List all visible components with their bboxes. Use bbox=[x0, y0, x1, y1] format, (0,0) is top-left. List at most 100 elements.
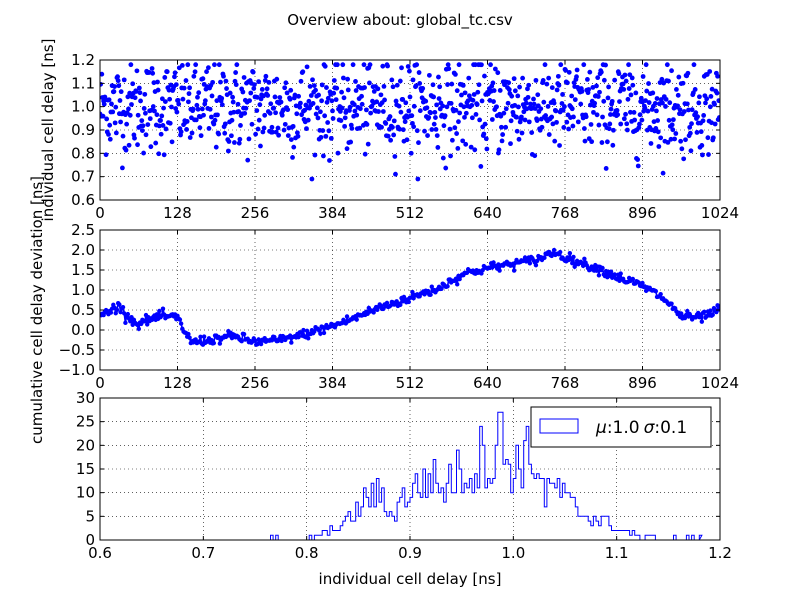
scatter-point bbox=[319, 98, 325, 104]
individual-delay-scatter bbox=[100, 62, 720, 182]
scatter-point bbox=[437, 84, 443, 90]
x-tick-label: 512 bbox=[396, 374, 425, 392]
scatter-point bbox=[282, 85, 288, 91]
scatter-point bbox=[449, 137, 455, 143]
scatter-point bbox=[159, 113, 165, 119]
scatter-point bbox=[655, 129, 661, 135]
scatter-point bbox=[698, 129, 704, 135]
scatter-point bbox=[212, 117, 218, 123]
scatter-point bbox=[390, 84, 396, 90]
scatter-point bbox=[335, 150, 341, 156]
scatter-point bbox=[550, 121, 556, 127]
scatter-point bbox=[256, 117, 262, 123]
cumulative-point bbox=[279, 338, 284, 344]
scatter-point bbox=[614, 108, 620, 113]
scatter-point bbox=[167, 96, 173, 102]
scatter-point bbox=[390, 124, 395, 130]
scatter-point bbox=[155, 87, 161, 93]
scatter-point bbox=[417, 81, 423, 86]
scatter-point bbox=[534, 118, 540, 123]
scatter-point bbox=[709, 120, 714, 126]
legend-swatch bbox=[539, 418, 579, 434]
individual-delay-axes: 0 128 256 384 512 640 768 896 1024 0.6 0.7 0.8 0.9 1.… bbox=[39, 39, 739, 222]
scatter-point bbox=[558, 62, 564, 68]
shared-ylabel: cumulative cell delay deviation [ns] bbox=[28, 176, 46, 444]
y-tick-label: 2.0 bbox=[71, 241, 95, 259]
scatter-point bbox=[326, 128, 332, 134]
scatter-point bbox=[205, 65, 211, 71]
scatter-point bbox=[320, 128, 326, 133]
scatter-point bbox=[554, 119, 559, 125]
scatter-point bbox=[214, 98, 220, 104]
scatter-point bbox=[639, 117, 645, 123]
scatter-point bbox=[680, 80, 686, 86]
cumulative-point bbox=[187, 335, 192, 340]
scatter-point bbox=[700, 118, 706, 124]
x-tick-label: 1.1 bbox=[605, 544, 629, 562]
scatter-point bbox=[693, 110, 699, 116]
scatter-point bbox=[491, 88, 497, 93]
scatter-point bbox=[262, 78, 268, 83]
cumulative-point bbox=[229, 335, 235, 341]
scatter-point bbox=[420, 86, 426, 91]
scatter-point bbox=[380, 109, 386, 114]
scatter-point bbox=[399, 65, 404, 71]
scatter-point bbox=[178, 129, 184, 135]
scatter-point bbox=[288, 137, 294, 142]
scatter-point bbox=[388, 137, 394, 143]
scatter-point bbox=[100, 113, 106, 119]
scatter-point bbox=[673, 131, 679, 136]
scatter-point bbox=[139, 118, 145, 124]
scatter-point bbox=[405, 64, 411, 69]
scatter-point bbox=[110, 109, 116, 115]
scatter-point bbox=[600, 114, 605, 120]
scatter-point bbox=[323, 133, 329, 139]
scatter-point bbox=[689, 107, 695, 113]
scatter-point bbox=[674, 87, 679, 92]
cumulative-point bbox=[177, 317, 183, 322]
x-tick-label: 1.2 bbox=[708, 544, 732, 562]
cumulative-point bbox=[551, 247, 557, 253]
scatter-point bbox=[601, 77, 607, 83]
scatter-point bbox=[113, 130, 119, 136]
scatter-point bbox=[687, 130, 693, 136]
scatter-point bbox=[422, 128, 427, 134]
scatter-point bbox=[685, 70, 691, 76]
scatter-point bbox=[525, 94, 531, 100]
scatter-point bbox=[282, 121, 288, 127]
x-tick-label: 640 bbox=[473, 374, 502, 392]
scatter-point bbox=[397, 78, 403, 84]
scatter-point bbox=[624, 121, 630, 127]
scatter-point bbox=[603, 166, 609, 171]
scatter-point bbox=[315, 115, 321, 121]
scatter-point bbox=[115, 78, 121, 84]
scatter-point bbox=[308, 93, 314, 98]
x-tick-label: 0 bbox=[95, 374, 105, 392]
scatter-point bbox=[525, 86, 530, 92]
x-tick-label: 256 bbox=[241, 204, 270, 222]
scatter-point bbox=[490, 80, 496, 86]
scatter-point bbox=[262, 112, 268, 118]
scatter-point bbox=[408, 150, 414, 156]
scatter-point bbox=[633, 90, 639, 96]
scatter-point bbox=[159, 96, 165, 102]
scatter-point bbox=[340, 62, 346, 68]
scatter-point bbox=[172, 70, 178, 76]
scatter-point bbox=[689, 121, 694, 127]
x-tick-label: 0.7 bbox=[191, 544, 215, 562]
scatter-point bbox=[526, 82, 532, 88]
scatter-point bbox=[100, 71, 105, 77]
cumulative-point bbox=[108, 310, 114, 315]
scatter-point bbox=[683, 137, 688, 143]
scatter-point bbox=[136, 85, 142, 91]
scatter-point bbox=[132, 135, 137, 141]
scatter-point bbox=[669, 122, 675, 128]
cumulative-point bbox=[658, 291, 663, 297]
scatter-point bbox=[174, 109, 180, 115]
scatter-point bbox=[274, 76, 280, 82]
scatter-point bbox=[677, 107, 683, 113]
scatter-point bbox=[681, 109, 687, 114]
scatter-point bbox=[669, 68, 674, 74]
scatter-point bbox=[184, 118, 190, 124]
scatter-point bbox=[391, 132, 397, 138]
